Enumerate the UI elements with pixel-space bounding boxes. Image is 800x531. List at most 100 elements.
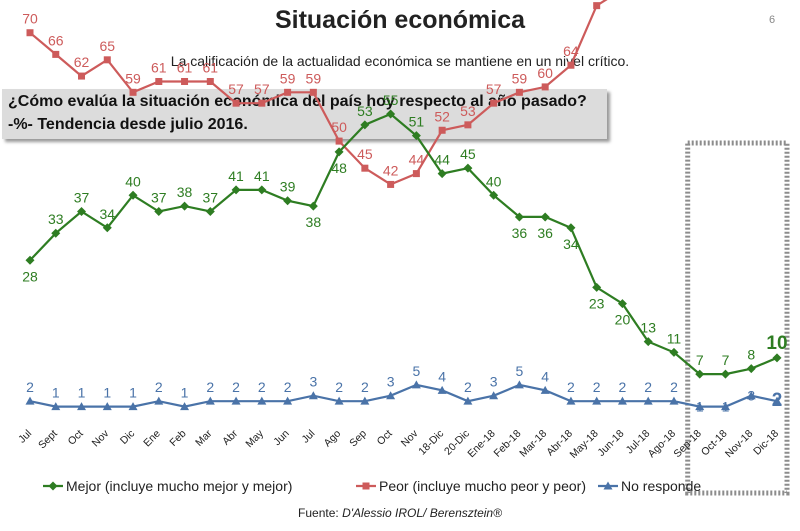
- marker-mejor: [746, 364, 756, 374]
- marker-peor: [52, 50, 60, 58]
- data-label-peor: 59: [125, 70, 141, 86]
- marker-no_responde: [411, 380, 421, 389]
- page-number: 6: [769, 14, 776, 26]
- data-label-mejor: 11: [667, 330, 682, 346]
- data-label-no_responde: 2: [232, 379, 240, 395]
- marker-no_responde: [77, 402, 87, 411]
- page-subtitle: La calificación de la actualidad económi…: [170, 53, 630, 69]
- data-label-no_responde: 2: [26, 379, 34, 395]
- marker-peor: [129, 88, 137, 96]
- series-line-no_responde: [29, 383, 778, 408]
- marker-mejor: [463, 163, 473, 173]
- marker-peor: [26, 29, 34, 37]
- marker-no_responde: [154, 396, 164, 405]
- data-label-no_responde: 2: [335, 379, 343, 395]
- x-tick-label: Oct: [66, 428, 86, 448]
- marker-mejor: [205, 207, 215, 217]
- data-label-no_responde: 5: [516, 363, 524, 379]
- data-label-no_responde: 2: [206, 379, 214, 395]
- x-tick-label: Feb-18: [492, 428, 524, 460]
- data-label-mejor: 41: [254, 168, 270, 184]
- marker-no_responde: [566, 396, 576, 405]
- data-label-peor: 59: [306, 70, 322, 86]
- marker-no_responde: [463, 396, 473, 405]
- data-label-mejor: 38: [306, 214, 322, 230]
- marker-no_responde: [308, 391, 318, 400]
- data-label-peor: 45: [357, 146, 373, 162]
- x-tick-label: Sep: [347, 428, 369, 450]
- data-label-mejor: 36: [537, 225, 553, 241]
- marker-mejor: [386, 109, 396, 119]
- data-label-no_responde: 2: [772, 390, 783, 411]
- x-tick-label: Ago-18: [646, 428, 679, 461]
- x-tick-label: Ene: [141, 428, 163, 450]
- marker-mejor: [128, 190, 138, 200]
- data-label-mejor: 37: [74, 190, 90, 206]
- data-label-peor: 53: [460, 103, 476, 119]
- data-label-mejor: 33: [48, 211, 64, 227]
- data-label-peor: 61: [151, 59, 167, 75]
- marker-no_responde: [334, 396, 344, 405]
- data-label-mejor: 20: [615, 312, 631, 328]
- marker-mejor: [180, 201, 190, 211]
- marker-mejor: [25, 255, 35, 265]
- marker-peor: [335, 137, 343, 145]
- x-tick-label: Sept: [36, 428, 60, 452]
- legend-marker-mejor: [48, 481, 58, 491]
- marker-mejor: [617, 299, 627, 309]
- data-label-mejor: 23: [589, 295, 605, 311]
- data-label-no_responde: 2: [619, 379, 627, 395]
- data-label-mejor: 36: [512, 225, 528, 241]
- marker-no_responde: [437, 385, 447, 394]
- source-note: Fuente: D'Alessio IROL/ Berensztein®: [0, 506, 800, 520]
- x-tick-label: Feb: [167, 428, 188, 449]
- data-label-mejor: 10: [766, 333, 787, 354]
- data-label-peor: 59: [280, 70, 296, 86]
- data-label-peor: 57: [254, 81, 270, 97]
- question-box: ¿Cómo evalúa la situación económica del …: [2, 89, 607, 139]
- marker-mejor: [772, 353, 782, 363]
- data-label-peor: 44: [409, 152, 425, 168]
- page-title: Situación económica: [274, 6, 526, 34]
- data-label-no_responde: 1: [722, 399, 730, 415]
- question-text: ¿Cómo evalúa la situación económica del …: [8, 93, 587, 110]
- data-label-no_responde: 1: [103, 385, 111, 401]
- data-label-peor: 61: [203, 59, 219, 75]
- x-tick-label: Jun: [271, 428, 292, 449]
- marker-mejor: [695, 369, 705, 379]
- x-tick-label: Nov: [399, 427, 421, 449]
- data-label-no_responde: 2: [464, 379, 472, 395]
- data-label-no_responde: 2: [644, 379, 652, 395]
- marker-mejor: [308, 201, 318, 211]
- data-label-peor: 64: [563, 43, 579, 59]
- x-tick-label: May: [243, 427, 266, 450]
- marker-peor: [103, 56, 111, 64]
- marker-mejor: [437, 169, 447, 179]
- marker-no_responde: [643, 396, 653, 405]
- marker-no_responde: [772, 396, 782, 405]
- series-line-peor: [29, 0, 608, 186]
- marker-peor: [515, 88, 523, 96]
- data-label-no_responde: 2: [593, 379, 601, 395]
- marker-no_responde: [51, 402, 61, 411]
- marker-mejor: [489, 190, 499, 200]
- data-label-no_responde: 1: [52, 385, 60, 401]
- data-label-peor: 61: [177, 59, 193, 75]
- source-name: D'Alessio IROL/ Berensztein®: [342, 506, 502, 520]
- x-tick-label: Jul: [16, 428, 34, 446]
- legend-marker-peor: [362, 482, 370, 490]
- data-label-mejor: 51: [409, 114, 425, 130]
- marker-mejor: [643, 337, 653, 347]
- marker-mejor: [720, 369, 730, 379]
- data-label-mejor: 7: [722, 352, 730, 368]
- marker-peor: [309, 88, 317, 96]
- marker-no_responde: [257, 396, 267, 405]
- data-label-no_responde: 2: [670, 379, 678, 395]
- marker-peor: [258, 99, 266, 107]
- marker-no_responde: [695, 402, 705, 411]
- legend-marker-no_responde: [603, 481, 613, 490]
- source-prefix: Fuente:: [298, 506, 343, 520]
- data-label-no_responde: 1: [181, 385, 189, 401]
- marker-peor: [567, 61, 575, 69]
- marker-peor: [181, 77, 189, 85]
